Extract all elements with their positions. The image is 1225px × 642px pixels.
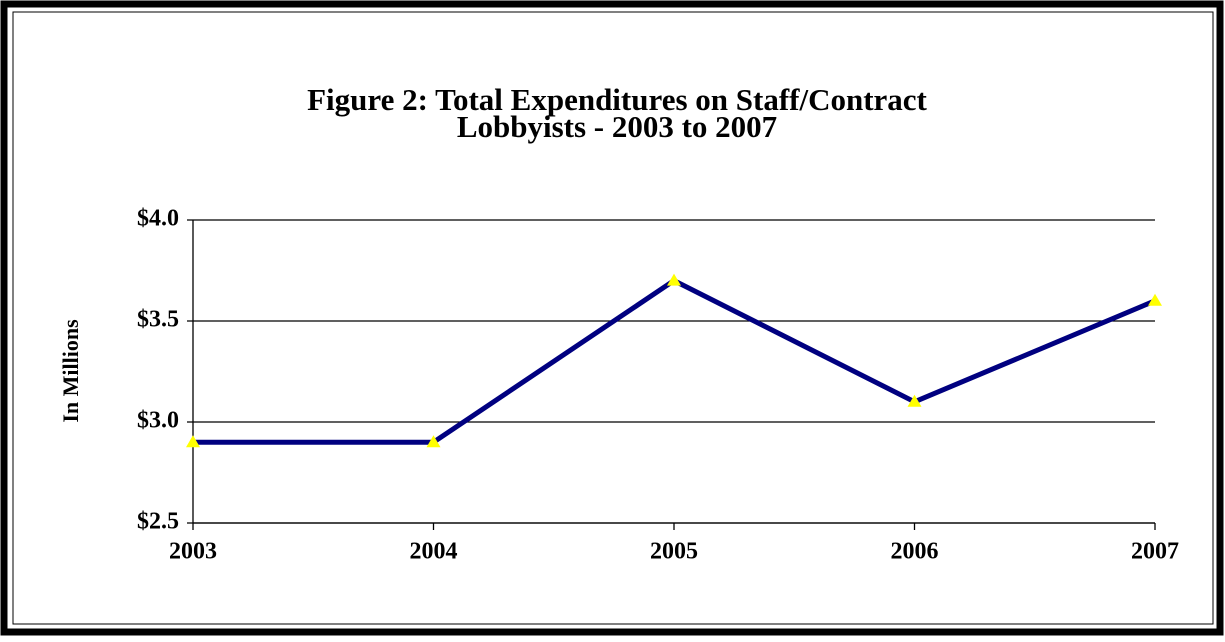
data-marker	[667, 273, 681, 286]
data-marker	[426, 435, 441, 448]
frame-inner	[12, 11, 1214, 625]
data-line	[193, 278, 1156, 445]
x-tick-label: 2007	[1131, 539, 1179, 565]
data-marker	[1148, 293, 1162, 306]
y-tick-label: $3.5	[137, 307, 179, 333]
y-axis-label: In Millions	[58, 319, 83, 423]
x-tick-label: 2004	[410, 539, 458, 565]
data-marker	[907, 394, 922, 407]
y-tick-label: $4.0	[137, 206, 179, 232]
y-tick-label: $3.0	[137, 408, 179, 434]
chart-title: Lobbyists - 2003 to 2007	[457, 109, 777, 144]
data-marker	[186, 435, 200, 448]
x-tick-label: 2006	[891, 539, 939, 565]
x-tick-label: 2005	[650, 539, 698, 565]
y-tick-label: $2.5	[137, 509, 179, 535]
x-tick-label: 2003	[169, 539, 217, 565]
chart-title: Figure 2: Total Expenditures on Staff/Co…	[307, 82, 927, 117]
